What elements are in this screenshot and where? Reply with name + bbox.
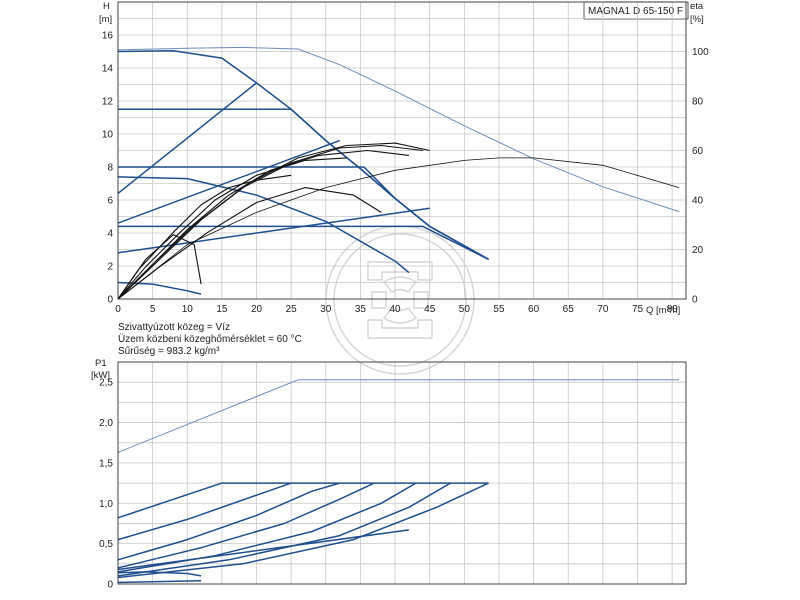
power-curve-2 — [117, 482, 292, 541]
eta-curve-14 — [117, 142, 430, 300]
head-curve-6 — [117, 176, 410, 274]
eta-curve-10 — [117, 174, 292, 300]
y-tick-label: 6 — [107, 196, 113, 207]
y2-tick-label: 20 — [692, 245, 704, 256]
head-curve-4 — [117, 139, 340, 224]
p1-tick-label: 1,0 — [99, 499, 113, 510]
x-tick-label: 75 — [632, 304, 644, 315]
head-curve-2 — [117, 82, 257, 194]
x-tick-label: 15 — [216, 304, 228, 315]
p1-tick-label: 2,0 — [99, 418, 113, 429]
power-curve-6 — [117, 482, 451, 577]
p1-tick-label: 2,5 — [99, 378, 113, 389]
x-tick-label: 35 — [355, 304, 367, 315]
x-tick-label: 25 — [286, 304, 298, 315]
y2-tick-label: 80 — [692, 97, 704, 108]
watermark-logo — [325, 225, 475, 375]
y2-axis-unit: [%] — [690, 14, 704, 25]
head-curve-9 — [117, 281, 202, 295]
chart-title: MAGNA1 D 65-150 F — [588, 6, 683, 17]
x-tick-label: 30 — [320, 304, 332, 315]
power-curve-7 — [117, 482, 489, 579]
power-curve-0 — [117, 379, 680, 453]
y-tick-label: 10 — [102, 130, 114, 141]
y-tick-label: 14 — [102, 64, 114, 75]
power-curve-1 — [117, 482, 489, 519]
y-tick-label: 0 — [107, 295, 113, 306]
bottom-plot-frame — [117, 361, 687, 585]
eta-curve-15 — [117, 234, 202, 300]
x-tick-label: 0 — [115, 304, 121, 315]
x-tick-label: 50 — [459, 304, 471, 315]
info-density: Sűrűség = 983.2 kg/m³ — [118, 346, 220, 357]
x-tick-label: 40 — [390, 304, 402, 315]
y2-tick-label: 40 — [692, 196, 704, 207]
p1-tick-label: 1,5 — [99, 458, 113, 469]
y-axis-label: H — [103, 1, 110, 12]
x-tick-label: 5 — [150, 304, 156, 315]
p1-axis-label: P1 — [95, 358, 107, 369]
power-curve-3 — [117, 482, 340, 561]
top-plot-frame — [117, 1, 687, 300]
y-tick-label: 16 — [102, 31, 114, 42]
y2-tick-label: 0 — [692, 295, 698, 306]
eta-curve-17 — [117, 157, 680, 300]
x-tick-label: 10 — [182, 304, 194, 315]
head-curve-3 — [118, 108, 489, 261]
head-curve-0 — [117, 46, 680, 213]
power-curve-9 — [117, 580, 202, 584]
power-curve-8 — [117, 529, 410, 571]
power-curve-10 — [117, 571, 202, 577]
x-tick-label: 70 — [597, 304, 609, 315]
head-curve-8 — [117, 207, 430, 254]
eta-curve-13 — [117, 144, 423, 300]
x-axis-label: Q [m³/h] — [646, 305, 680, 316]
x-tick-label: 45 — [424, 304, 436, 315]
x-tick-label: 80 — [667, 304, 679, 315]
y-tick-label: 8 — [107, 163, 113, 174]
y-tick-label: 2 — [107, 262, 113, 273]
x-tick-label: 60 — [528, 304, 540, 315]
y2-axis-label: eta — [690, 1, 704, 12]
y-tick-label: 12 — [102, 97, 114, 108]
y2-tick-label: 60 — [692, 146, 704, 157]
head-curve-7 — [118, 225, 489, 261]
x-tick-label: 20 — [251, 304, 263, 315]
p1-tick-label: 0,5 — [99, 539, 113, 550]
p1-tick-label: 0 — [107, 580, 113, 591]
info-temperature: Üzem közbeni közeghőmérséklet = 60 °C — [118, 333, 302, 345]
eta-curve-11 — [117, 157, 347, 300]
y-tick-label: 4 — [107, 229, 113, 240]
x-tick-label: 55 — [493, 304, 505, 315]
x-tick-label: 65 — [563, 304, 575, 315]
y2-tick-label: 100 — [692, 47, 709, 58]
power-curve-4 — [117, 482, 375, 569]
y-axis-unit: [m] — [99, 14, 112, 25]
info-medium: Szivattyúzott közeg = Víz — [118, 322, 230, 333]
p1-axis-unit: [kW] — [91, 370, 110, 381]
